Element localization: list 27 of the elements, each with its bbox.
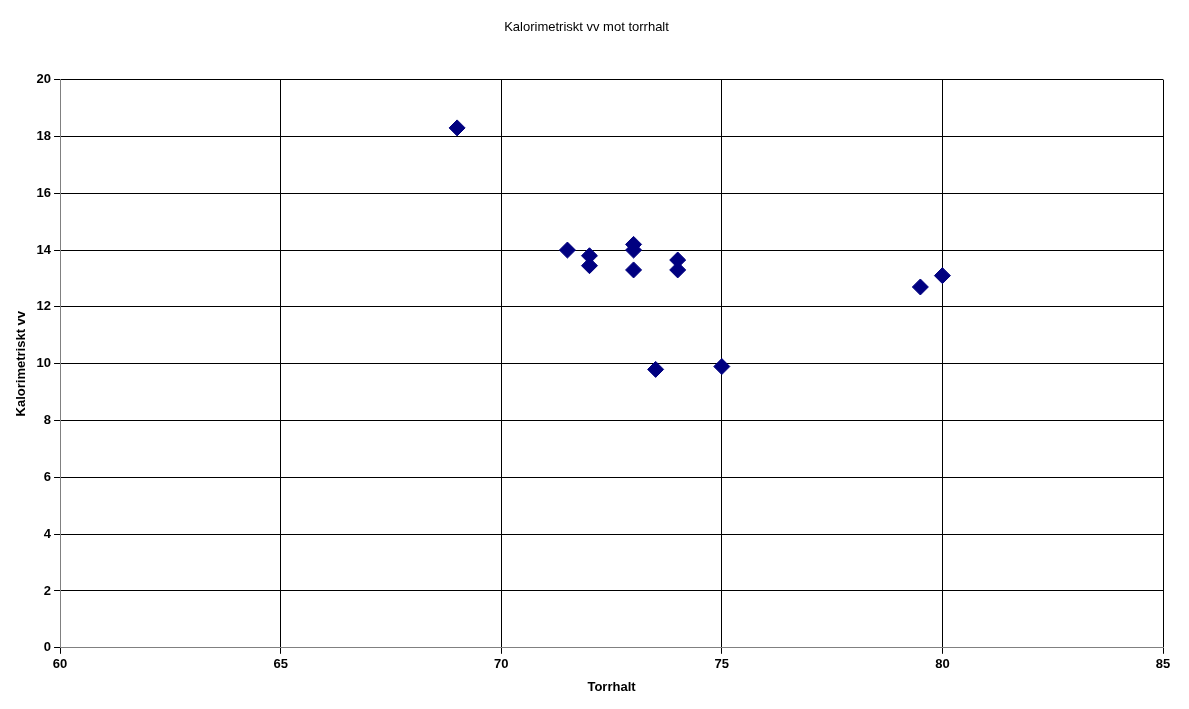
y-axis-title: Kalorimetriskt vv bbox=[13, 310, 29, 417]
y-tick-label: 8 bbox=[43, 412, 52, 428]
x-tick-label: 65 bbox=[273, 656, 288, 672]
y-tick-label: 4 bbox=[43, 525, 52, 541]
x-tick-label: 75 bbox=[714, 656, 730, 672]
y-tick-label: 18 bbox=[36, 128, 52, 143]
y-tick-label: 10 bbox=[36, 355, 52, 371]
point bbox=[558, 241, 576, 259]
y-tick-label: 16 bbox=[36, 184, 52, 200]
point bbox=[713, 358, 731, 376]
point bbox=[625, 261, 643, 279]
y-tick-label: 20 bbox=[36, 71, 52, 87]
x-tick-label: 60 bbox=[52, 656, 68, 672]
point bbox=[647, 360, 665, 378]
x-tick-label: 80 bbox=[935, 656, 950, 672]
x-axis-title: Torrhalt bbox=[587, 678, 637, 694]
y-tick-label: 6 bbox=[43, 468, 52, 484]
point bbox=[933, 267, 951, 285]
chart-title: Kalorimetriskt vv mot torrhalt bbox=[504, 19, 670, 35]
y-tick-label: 2 bbox=[43, 582, 52, 598]
y-tick-label: 0 bbox=[43, 639, 52, 655]
point bbox=[448, 119, 466, 137]
x-tick-label: 70 bbox=[494, 656, 509, 672]
x-tick-label: 85 bbox=[1155, 656, 1171, 672]
y-tick-label: 12 bbox=[36, 298, 52, 314]
y-tick-label: 14 bbox=[36, 241, 52, 257]
point bbox=[911, 278, 929, 296]
